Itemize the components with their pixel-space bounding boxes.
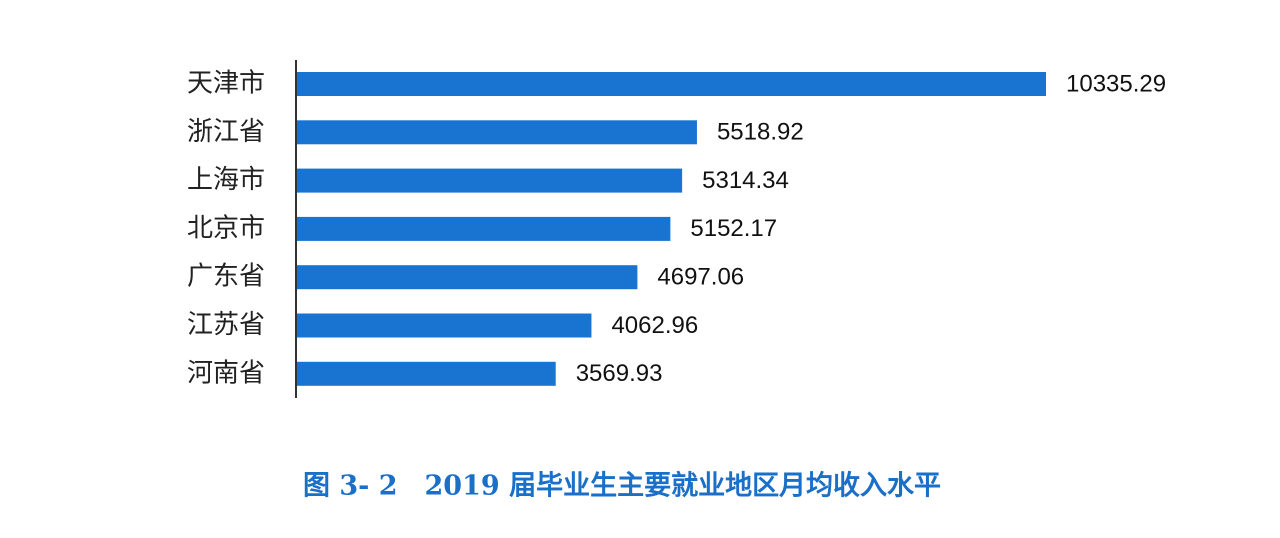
bar <box>297 168 683 193</box>
bar <box>297 313 592 338</box>
category-label: 北京市 <box>187 213 265 243</box>
category-label: 上海市 <box>187 165 265 195</box>
bar <box>297 216 671 241</box>
data-label: 5518.92 <box>717 119 804 146</box>
category-label: 浙江省 <box>187 117 265 147</box>
data-label: 10335.29 <box>1066 70 1166 97</box>
category-label: 江苏省 <box>187 310 265 340</box>
bar <box>297 120 697 145</box>
data-label: 5152.17 <box>690 215 777 242</box>
data-label: 5314.34 <box>702 167 789 194</box>
category-label: 天津市 <box>187 69 265 99</box>
data-label: 3569.93 <box>576 360 663 387</box>
data-label: 4062.96 <box>611 312 698 339</box>
bar <box>297 361 556 386</box>
category-label: 广东省 <box>187 262 265 292</box>
chart-title: 图 3- 2 2019 届毕业生主要就业地区月均收入水平 <box>303 471 941 502</box>
data-label: 4697.06 <box>657 264 744 291</box>
category-label: 河南省 <box>187 358 265 388</box>
bar <box>297 72 1046 96</box>
bar <box>297 265 638 290</box>
